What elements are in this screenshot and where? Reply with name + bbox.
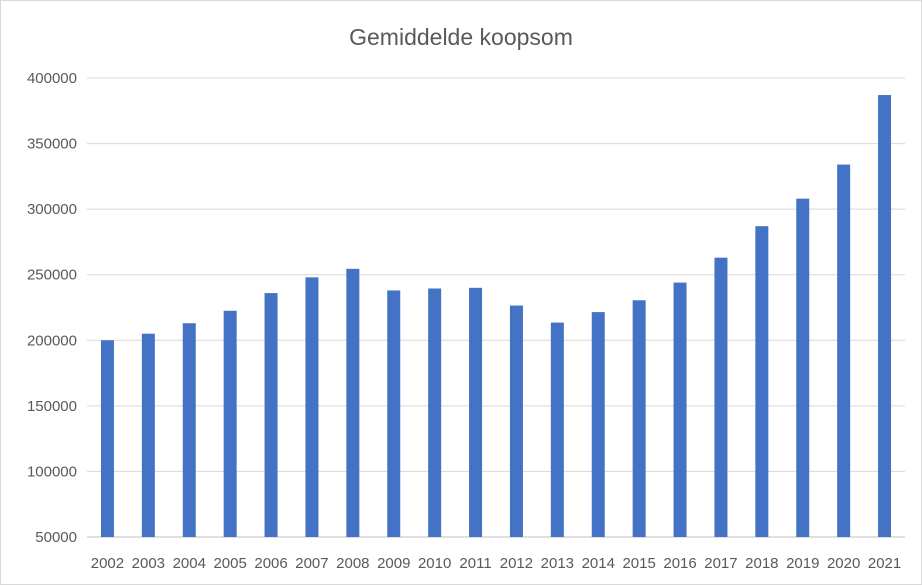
bar-2008: [346, 268, 360, 537]
bar-2016: [673, 282, 687, 537]
bar-2013: [550, 322, 564, 537]
y-tick-label: 350000: [27, 136, 77, 153]
x-axis-tick-labels: 2002 2003 2004 2005 2006 2007 2008 2009 2010 2011…: [91, 555, 901, 572]
gridlines: [87, 77, 905, 538]
x-tick-label: 2014: [582, 555, 615, 572]
x-tick-label: 2007: [295, 555, 328, 572]
y-tick-label: 50000: [35, 529, 77, 546]
x-tick-label: 2018: [745, 555, 778, 572]
x-tick-label: 2009: [377, 555, 410, 572]
bar-2003: [141, 333, 155, 537]
x-tick-label: 2017: [704, 555, 737, 572]
y-axis-tick-labels: 400000 350000 300000 250000 200000 150000 1000…: [27, 70, 77, 546]
bar-2007: [305, 277, 319, 537]
x-tick-label: 2002: [91, 555, 124, 572]
y-tick-label: 100000: [27, 463, 77, 480]
y-tick-label: 250000: [27, 267, 77, 284]
x-tick-label: 2015: [622, 555, 655, 572]
bar-2012: [509, 305, 523, 537]
x-tick-label: 2013: [541, 555, 574, 572]
bar-2006: [264, 293, 278, 537]
x-tick-label: 2008: [336, 555, 369, 572]
x-tick-label: 2020: [827, 555, 860, 572]
bar-2010: [428, 288, 442, 537]
bar-2015: [632, 300, 646, 537]
x-tick-label: 2010: [418, 555, 451, 572]
bars: [100, 95, 892, 538]
bar-2014: [591, 312, 605, 537]
x-tick-label: 2021: [868, 555, 901, 572]
bar-2020: [837, 164, 851, 537]
x-tick-label: 2012: [500, 555, 533, 572]
bar-2005: [223, 310, 237, 537]
y-tick-label: 300000: [27, 201, 77, 218]
x-tick-label: 2016: [663, 555, 696, 572]
chart-title: Gemiddelde koopsom: [349, 24, 573, 50]
bar-2021: [878, 95, 892, 537]
bar-2004: [182, 323, 196, 537]
x-tick-label: 2011: [459, 555, 491, 572]
x-tick-label: 2003: [132, 555, 165, 572]
bar-2017: [714, 257, 728, 537]
bar-2011: [469, 287, 483, 537]
y-tick-label: 150000: [27, 398, 77, 415]
bar-2009: [387, 290, 401, 537]
y-tick-label: 200000: [27, 332, 77, 349]
bar-2002: [100, 340, 114, 537]
bar-2018: [755, 226, 769, 538]
bar-2019: [796, 198, 810, 537]
y-tick-label: 400000: [27, 70, 77, 87]
x-tick-label: 2005: [213, 555, 246, 572]
x-tick-label: 2006: [254, 555, 287, 572]
x-tick-label: 2004: [173, 555, 206, 572]
x-tick-label: 2019: [786, 555, 819, 572]
